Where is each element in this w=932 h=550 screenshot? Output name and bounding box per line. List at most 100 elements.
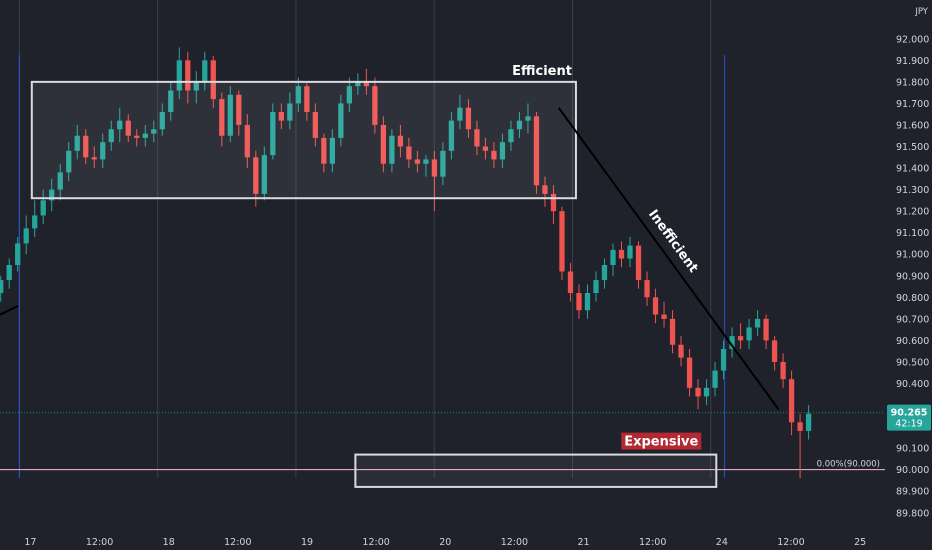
candle-body-15 (125, 120, 131, 136)
candle-body-23 (193, 81, 199, 91)
time-tick-label: 18 (163, 537, 175, 548)
candle-body-47 (397, 135, 404, 147)
currency-label: JPY (914, 7, 928, 17)
candle-body-66 (559, 211, 565, 272)
candle-body-62 (525, 116, 531, 121)
current-price-tag (887, 404, 931, 431)
candle-body-82 (695, 387, 701, 397)
fib-level-label: 0.00%(90.000) (817, 460, 880, 470)
price-tick-label: 92.000 (896, 34, 929, 45)
time-tick-label: 12:00 (224, 537, 251, 548)
candle-body-87 (737, 336, 744, 341)
candle-body-14 (117, 120, 123, 130)
candle-body-44 (372, 86, 378, 125)
candle-body-81 (686, 357, 693, 388)
price-tick-label: 90.900 (896, 271, 929, 282)
price-tick-label: 90.000 (896, 465, 929, 476)
candle-body-43 (363, 81, 370, 87)
price-axis[interactable]: JPY89.80089.90090.00090.10090.20090.4009… (886, 0, 932, 550)
candle-body-1 (6, 265, 12, 281)
candle-body-70 (593, 280, 599, 294)
candle-body-75 (635, 245, 642, 281)
candle-body-12 (100, 142, 106, 160)
candle-body-17 (142, 133, 148, 138)
candle-body-77 (652, 297, 659, 315)
candle-body-36 (304, 86, 310, 113)
candle-body-78 (661, 314, 667, 319)
expensive-label-bg (621, 432, 702, 450)
price-tick-label: 91.800 (896, 77, 929, 88)
session-grid (0, 0, 885, 478)
candle-body-60 (508, 129, 514, 143)
candle-body-11 (91, 157, 97, 160)
candle-body-16 (134, 135, 140, 138)
candle-body-83 (703, 387, 710, 397)
candle-body-8 (66, 150, 72, 173)
candle-body-53 (448, 120, 455, 151)
candle-body-32 (270, 112, 276, 156)
candle-body-24 (202, 60, 208, 82)
candle-body-59 (499, 142, 506, 160)
time-tick-label: 20 (439, 537, 451, 548)
candle-body-3 (23, 228, 29, 244)
candle-body-55 (465, 107, 472, 130)
candle-body-45 (380, 124, 387, 164)
candle-body-39 (329, 137, 335, 164)
candle-body-84 (712, 370, 718, 388)
price-tick-label: 91.000 (896, 250, 929, 261)
candle-body-31 (261, 155, 267, 194)
candle-body-85 (720, 349, 727, 371)
candle-body-0 (0, 280, 4, 294)
time-tick-label: 25 (854, 537, 866, 548)
candle-body-71 (601, 265, 608, 281)
candle-body-65 (550, 193, 557, 212)
time-tick-label: 19 (301, 537, 313, 548)
time-tick-label: 21 (578, 537, 590, 548)
candle-body-79 (669, 318, 676, 345)
candle-body-46 (389, 135, 395, 164)
candle-body-89 (754, 318, 761, 328)
candle-body-13 (108, 129, 114, 143)
price-tick-label: 91.300 (896, 185, 929, 196)
price-tick-label: 89.900 (896, 487, 929, 498)
candle-body-68 (576, 293, 582, 311)
candle-body-29 (244, 124, 250, 158)
price-tick-label: 90.400 (896, 379, 929, 390)
efficient-box (30, 80, 577, 200)
time-tick-label: 12:00 (362, 537, 389, 548)
candle-body-42 (355, 81, 361, 87)
candle-body-64 (542, 185, 548, 194)
time-axis[interactable]: 17 12:00 18 12:00 19 12:00 20 12:00 21 12:00 24 12:… (0, 531, 886, 550)
candle-body-37 (312, 112, 318, 138)
candle-body-4 (32, 215, 38, 229)
candle-body-57 (482, 146, 489, 151)
price-tick-label: 91.600 (896, 120, 929, 131)
price-tick-label: 89.800 (896, 508, 929, 519)
candle-body-94 (797, 422, 803, 431)
candle-body-49 (414, 159, 421, 164)
candle-body-34 (287, 103, 293, 121)
candle-body-73 (618, 249, 625, 259)
candle-body-80 (678, 344, 684, 358)
candle-body-27 (227, 94, 233, 136)
expensive-box (354, 453, 718, 488)
candle-body-33 (278, 112, 284, 121)
candle-body-58 (491, 150, 497, 160)
candle-body-74 (627, 245, 633, 259)
candle-body-67 (567, 271, 574, 294)
candle-body-10 (83, 135, 89, 158)
price-tick-label: 91.700 (896, 99, 929, 110)
candle-body-48 (406, 146, 412, 160)
price-tick-label: 91.900 (896, 56, 929, 67)
time-axis-bg (0, 531, 886, 550)
candle-body-40 (338, 103, 344, 138)
left-trend-line-stub (0, 305, 19, 316)
price-tick-label: 90.700 (896, 314, 929, 325)
candle-body-41 (346, 86, 353, 104)
candles-layer (0, 47, 812, 479)
candle-body-51 (431, 159, 438, 177)
candle-body-21 (176, 60, 182, 91)
candle-body-88 (746, 327, 752, 341)
